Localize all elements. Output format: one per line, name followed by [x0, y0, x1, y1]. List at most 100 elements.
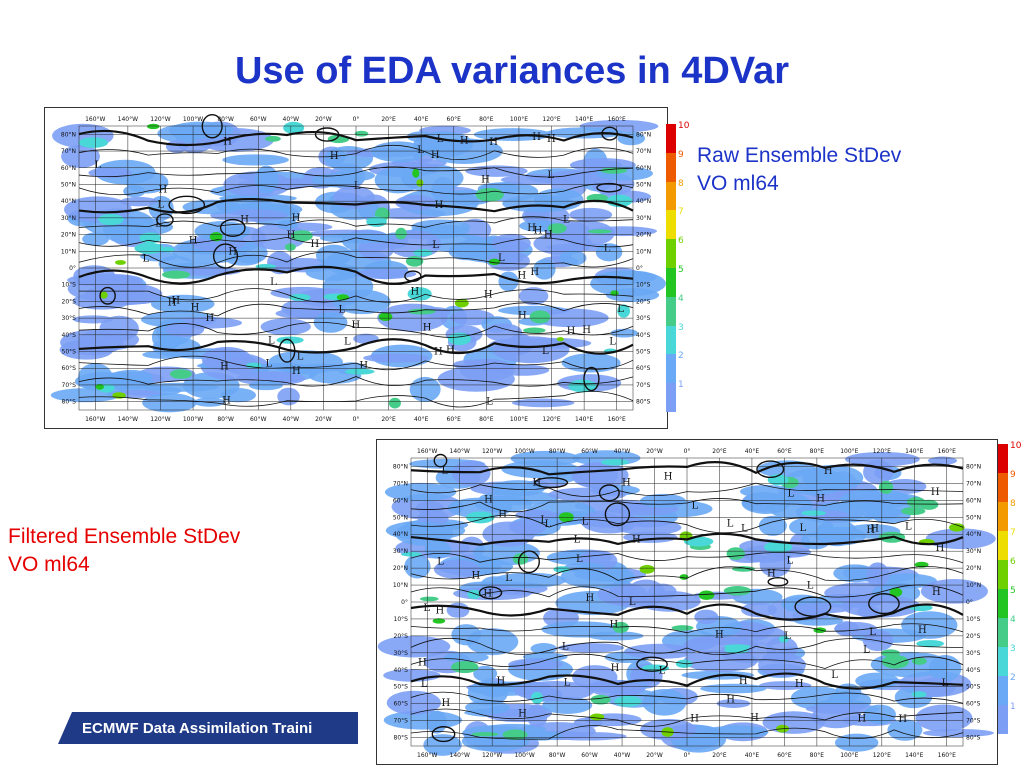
high-pressure-mark: H — [228, 247, 237, 258]
variance-patch-high — [916, 639, 944, 648]
lat-label-right: 20°S — [966, 633, 981, 640]
contour-ring — [534, 477, 569, 489]
variance-patch-high — [911, 691, 927, 698]
variance-patch-high — [407, 287, 432, 301]
contour-line — [78, 216, 634, 228]
high-pressure-mark: H — [481, 174, 490, 185]
variance-patch — [383, 668, 441, 682]
variance-patch — [863, 704, 896, 725]
lat-label-right: 40°S — [636, 332, 651, 339]
variance-patch-peak — [698, 590, 715, 601]
low-pressure-mark: L — [574, 535, 581, 546]
lat-label-right: 30°N — [636, 215, 651, 222]
contour-line — [410, 532, 964, 546]
low-pressure-mark: L — [869, 627, 876, 638]
contour-ring — [598, 484, 620, 502]
variance-patch — [426, 233, 487, 253]
lat-label-right: 10°S — [636, 282, 651, 289]
contour-ring — [99, 286, 116, 305]
low-pressure-mark: L — [807, 580, 814, 591]
lon-label-top: 20°W — [646, 448, 663, 455]
coordinate-labels: 160°W 160°W 140°W 140°W 120°W 120°W 100°W 100°W… — [393, 448, 981, 759]
variance-patch — [459, 358, 515, 382]
lon-label-top: 100°E — [510, 116, 528, 123]
high-pressure-mark: H — [585, 593, 594, 604]
variance-patch-high — [587, 229, 612, 234]
contour-ring — [604, 502, 631, 527]
contour-ring — [431, 726, 456, 743]
colorbar-level-label: 10 — [1010, 441, 1022, 451]
high-pressure-mark: H — [567, 326, 576, 337]
variance-patch-peak — [589, 713, 605, 721]
variance-patch — [182, 199, 242, 215]
lon-label-top: 0° — [353, 116, 360, 123]
contour-line — [78, 288, 634, 303]
variance-patch — [767, 493, 813, 519]
variance-patch — [782, 468, 847, 496]
variance-patch-high — [283, 121, 305, 134]
variance-patch-peak — [100, 291, 108, 299]
variance-patch — [251, 223, 307, 251]
lat-label-left: 60°S — [394, 701, 409, 708]
colorbar-segment — [998, 560, 1008, 589]
variance-patch — [557, 643, 625, 653]
variance-patch-high — [523, 327, 546, 334]
high-pressure-mark: H — [435, 200, 444, 211]
lon-label-top: 20°E — [381, 116, 396, 123]
colorbar-level-label: 4 — [678, 293, 684, 304]
variance-patch — [605, 287, 660, 303]
variance-patch-high — [264, 135, 281, 142]
variance-patch-high — [475, 187, 504, 202]
variance-patch-peak — [115, 260, 126, 265]
low-pressure-mark: L — [268, 335, 275, 346]
colorbar-segment — [666, 124, 676, 153]
variance-patch-high — [162, 270, 191, 279]
variance-patch — [248, 380, 283, 391]
lon-label-top: 160°W — [85, 116, 105, 123]
variance-patch-high — [778, 635, 789, 643]
low-pressure-mark: L — [432, 240, 439, 251]
variance-patch — [547, 170, 604, 185]
high-pressure-mark: H — [898, 714, 907, 725]
lat-label-right: 80°S — [636, 399, 651, 406]
low-pressure-mark: L — [741, 523, 748, 534]
lat-label-left: 70°S — [62, 382, 77, 389]
lat-label-left: 0° — [69, 265, 76, 272]
lon-label-top: 120°W — [150, 116, 170, 123]
low-pressure-mark: L — [787, 556, 794, 567]
high-pressure-mark: H — [858, 713, 867, 724]
high-pressure-mark: H — [434, 347, 443, 358]
variance-patch — [165, 322, 205, 338]
variance-patch-high — [919, 499, 939, 510]
contour-line — [78, 302, 634, 317]
low-pressure-mark: L — [505, 573, 512, 584]
low-pressure-mark: L — [576, 554, 583, 565]
lon-label-bottom: 40°W — [283, 416, 300, 423]
high-pressure-mark: H — [223, 137, 232, 148]
lat-label-left: 80°S — [394, 735, 409, 742]
variance-patch — [833, 564, 877, 583]
high-pressure-mark: H — [206, 313, 215, 324]
low-pressure-mark: L — [562, 641, 569, 652]
high-pressure-mark: H — [222, 395, 231, 406]
variance-patch — [276, 219, 299, 230]
contour-ring — [404, 270, 422, 282]
lon-label-bottom: 40°W — [614, 752, 631, 759]
low-pressure-mark: L — [609, 337, 616, 348]
variance-patch — [451, 460, 491, 487]
variance-patch — [866, 562, 890, 588]
contour-line — [410, 482, 964, 497]
colorbar-level-label: 8 — [678, 178, 684, 189]
lon-label-bottom: 20°E — [381, 416, 396, 423]
lon-label-bottom: 140°W — [450, 752, 470, 759]
lon-label-top: 100°W — [183, 116, 203, 123]
low-pressure-mark: L — [905, 521, 912, 532]
high-pressure-mark: H — [292, 213, 301, 224]
low-pressure-mark: L — [727, 519, 734, 530]
contour-ring — [868, 593, 900, 615]
lat-label-right: 0° — [966, 599, 973, 606]
lat-label-left: 60°S — [62, 365, 77, 372]
lat-label-right: 70°N — [636, 148, 651, 155]
lat-label-right: 70°S — [966, 718, 981, 725]
lat-label-right: 20°S — [636, 298, 651, 305]
